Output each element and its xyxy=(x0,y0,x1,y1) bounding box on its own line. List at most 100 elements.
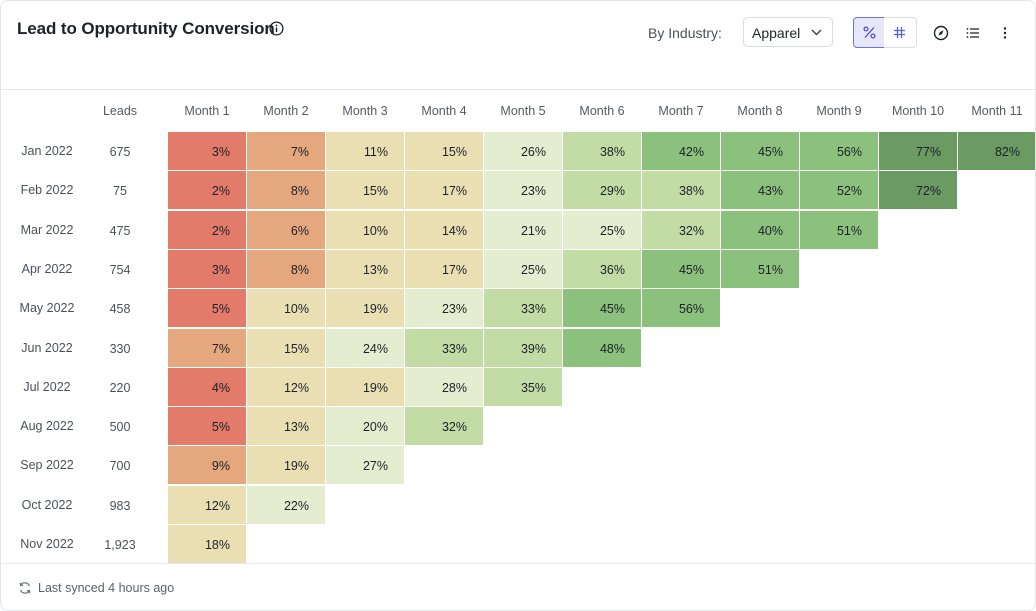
list-icon[interactable] xyxy=(964,24,982,42)
heatmap-cell[interactable]: 48% xyxy=(563,328,641,367)
heatmap-cell[interactable]: 56% xyxy=(642,289,720,328)
heatmap-cell[interactable]: 19% xyxy=(326,367,404,406)
info-icon[interactable] xyxy=(269,21,284,36)
heatmap-cell[interactable]: 45% xyxy=(563,289,641,328)
percent-toggle-button[interactable] xyxy=(853,17,885,48)
cohort-date: Apr 2022 xyxy=(21,261,73,276)
heatmap-cell[interactable]: 7% xyxy=(168,328,246,367)
month-column-header: Month 7 xyxy=(658,104,704,118)
cohort-date: Oct 2022 xyxy=(21,497,73,512)
heatmap-cell[interactable]: 38% xyxy=(563,132,641,170)
compass-icon[interactable] xyxy=(932,24,950,42)
cohort-leads: 220 xyxy=(109,380,131,395)
heatmap-cell[interactable]: 35% xyxy=(484,367,562,406)
card-footer: Last synced 4 hours ago xyxy=(1,563,1035,610)
heatmap-cell[interactable]: 10% xyxy=(326,210,404,249)
cohort-leads: 754 xyxy=(109,262,131,277)
number-toggle-button[interactable] xyxy=(884,17,917,48)
heatmap-cell[interactable]: 2% xyxy=(168,171,246,210)
heatmap-cell[interactable]: 8% xyxy=(247,249,325,288)
heatmap-cell[interactable]: 51% xyxy=(800,210,878,249)
heatmap-cell[interactable]: 40% xyxy=(721,210,799,249)
page-title: Lead to Opportunity Conversion xyxy=(17,19,275,38)
industry-select-value: Apparel xyxy=(752,25,801,41)
heatmap-cell[interactable]: 12% xyxy=(247,367,325,406)
heatmap-cell[interactable]: 4% xyxy=(168,367,246,406)
month-column-header: Month 4 xyxy=(421,104,467,118)
cohort-leads: 475 xyxy=(109,223,131,238)
heatmap-cell[interactable]: 14% xyxy=(405,210,483,249)
heatmap-cell[interactable]: 52% xyxy=(800,171,878,210)
heatmap-cell[interactable]: 19% xyxy=(326,289,404,328)
heatmap-cell[interactable]: 7% xyxy=(247,132,325,170)
heatmap-cell[interactable]: 33% xyxy=(405,328,483,367)
heatmap-cell[interactable]: 15% xyxy=(247,328,325,367)
heatmap-cell[interactable]: 36% xyxy=(563,249,641,288)
heatmap-cell[interactable]: 17% xyxy=(405,249,483,288)
heatmap-cell[interactable]: 17% xyxy=(405,171,483,210)
heatmap-cell[interactable]: 45% xyxy=(642,249,720,288)
heatmap-cell[interactable]: 26% xyxy=(484,132,562,170)
heatmap-cell[interactable]: 10% xyxy=(247,289,325,328)
more-vertical-icon[interactable] xyxy=(996,24,1014,42)
heatmap-cell[interactable]: 15% xyxy=(326,171,404,210)
heatmap-cell[interactable]: 3% xyxy=(168,249,246,288)
heatmap-cell[interactable]: 82% xyxy=(958,132,1035,170)
month-column-header: Month 9 xyxy=(816,104,862,118)
heatmap-cell[interactable]: 11% xyxy=(326,132,404,170)
heatmap-cell[interactable]: 18% xyxy=(168,525,246,563)
cohort-leads: 458 xyxy=(109,302,131,317)
month-column-header: Month 1 xyxy=(184,104,230,118)
cohort-date: May 2022 xyxy=(19,301,75,316)
heatmap-cell[interactable]: 23% xyxy=(484,171,562,210)
heatmap-cell[interactable]: 28% xyxy=(405,367,483,406)
month-column-header: Month 3 xyxy=(342,104,388,118)
heatmap-cell[interactable]: 45% xyxy=(721,132,799,170)
cohort-date: Jul 2022 xyxy=(23,379,71,394)
heatmap-cell[interactable]: 2% xyxy=(168,210,246,249)
heatmap-cell[interactable]: 51% xyxy=(721,249,799,288)
heatmap-cell[interactable]: 23% xyxy=(405,289,483,328)
month-column-header: Month 11 xyxy=(971,104,1023,118)
heatmap-cell[interactable]: 72% xyxy=(879,171,957,210)
heatmap-cell[interactable]: 5% xyxy=(168,407,246,446)
heatmap-cell[interactable]: 12% xyxy=(168,485,246,524)
cohort-date: Sep 2022 xyxy=(20,458,74,473)
cohort-leads: 1,923 xyxy=(104,538,136,552)
heatmap-cell[interactable]: 21% xyxy=(484,210,562,249)
heatmap-cell[interactable]: 56% xyxy=(800,132,878,170)
heatmap-cell[interactable]: 13% xyxy=(247,407,325,446)
heatmap-cell[interactable]: 20% xyxy=(326,407,404,446)
cohort-leads: 700 xyxy=(109,459,131,474)
heatmap-cell[interactable]: 42% xyxy=(642,132,720,170)
heatmap-cell[interactable]: 25% xyxy=(563,210,641,249)
industry-select[interactable]: Apparel xyxy=(743,17,833,47)
heatmap-cell[interactable]: 24% xyxy=(326,328,404,367)
industry-filter-label: By Industry: xyxy=(648,25,722,41)
chevron-down-icon xyxy=(811,29,822,36)
heatmap-cell[interactable]: 5% xyxy=(168,289,246,328)
month-column-header: Month 5 xyxy=(500,104,546,118)
heatmap-cell[interactable]: 33% xyxy=(484,289,562,328)
month-column-header: Month 2 xyxy=(263,104,309,118)
heatmap-cell[interactable]: 25% xyxy=(484,249,562,288)
heatmap-cell[interactable]: 8% xyxy=(247,171,325,210)
heatmap-cell[interactable]: 27% xyxy=(326,446,404,485)
heatmap-cell[interactable]: 15% xyxy=(405,132,483,170)
heatmap-cell[interactable]: 32% xyxy=(405,407,483,446)
cohort-leads: 983 xyxy=(109,498,131,513)
heatmap-cell[interactable]: 32% xyxy=(642,210,720,249)
heatmap-cell[interactable]: 6% xyxy=(247,210,325,249)
heatmap-cell[interactable]: 13% xyxy=(326,249,404,288)
heatmap-cell[interactable]: 3% xyxy=(168,132,246,170)
cohort-date: Mar 2022 xyxy=(20,222,74,237)
heatmap-cell[interactable]: 39% xyxy=(484,328,562,367)
heatmap-cell[interactable]: 43% xyxy=(721,171,799,210)
heatmap-cell[interactable]: 22% xyxy=(247,485,325,524)
heatmap-cell[interactable]: 29% xyxy=(563,171,641,210)
heatmap-cell[interactable]: 77% xyxy=(879,132,957,170)
heatmap-cell[interactable]: 9% xyxy=(168,446,246,485)
heatmap-cell[interactable]: 19% xyxy=(247,446,325,485)
heatmap-cell[interactable]: 38% xyxy=(642,171,720,210)
